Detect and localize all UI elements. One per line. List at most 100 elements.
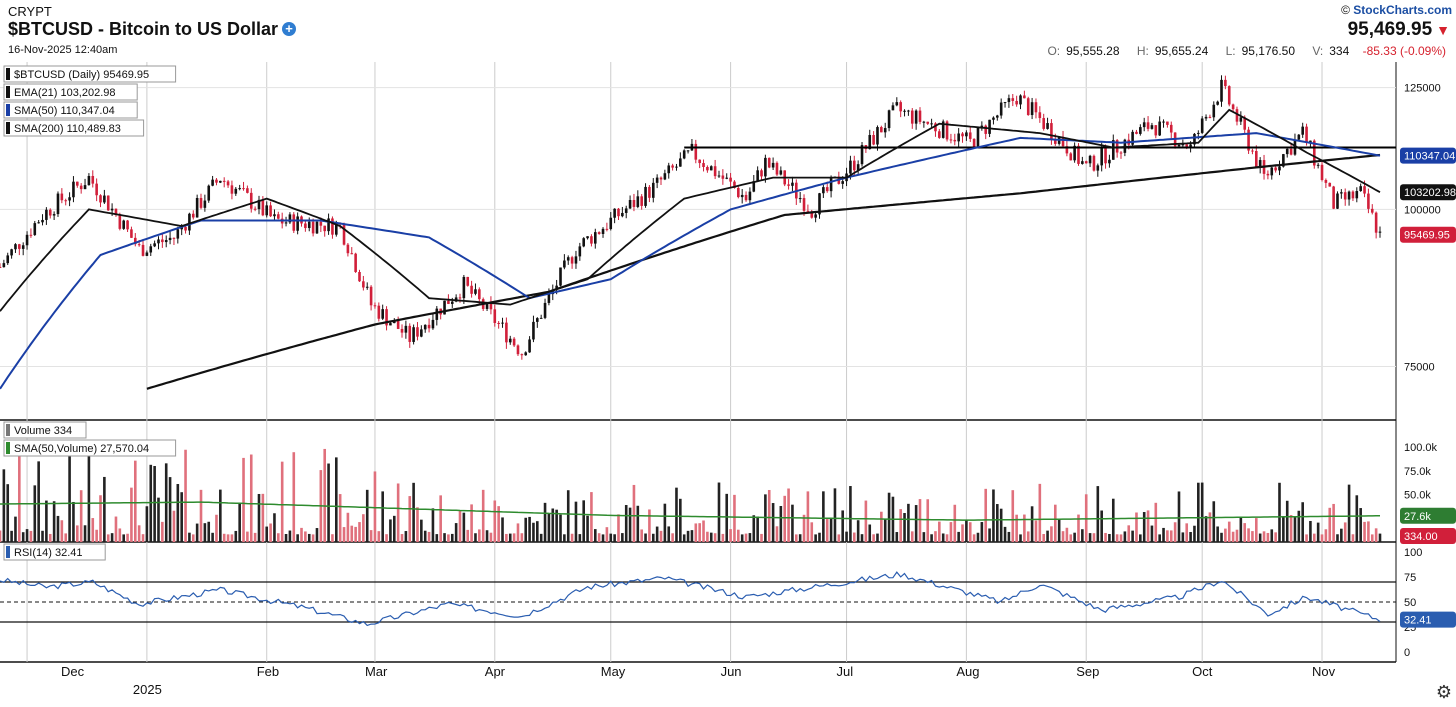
volume-bar	[621, 533, 624, 542]
candle-body	[447, 300, 450, 304]
legend-ema21-text: EMA(21) 103,202.98	[14, 87, 116, 99]
volume-bar	[396, 483, 400, 542]
volume-bar	[1011, 490, 1015, 542]
candle-body	[501, 322, 504, 324]
volume-bar	[130, 487, 133, 542]
brand-logo[interactable]: © StockCharts.com	[1341, 3, 1452, 17]
candle-body	[802, 198, 806, 211]
candle-body	[14, 244, 17, 250]
candle-body	[29, 234, 33, 236]
volume-bar	[1255, 518, 1258, 542]
volume-bar	[191, 534, 195, 542]
candle-body	[346, 244, 350, 254]
candle-body	[145, 252, 149, 256]
volume-bar	[1046, 530, 1049, 542]
volume-bar	[450, 533, 454, 542]
volume-bar	[106, 534, 110, 542]
volume-bar	[427, 531, 431, 542]
candle-body	[822, 187, 825, 194]
volume-bar	[733, 494, 736, 542]
candle-body	[1003, 102, 1007, 104]
candle-body	[891, 105, 895, 111]
volume-bar	[18, 453, 21, 542]
volume-bar	[1023, 514, 1026, 542]
candle-body	[667, 165, 671, 174]
rsi-axis-label: 50	[1404, 597, 1416, 609]
candle-body	[648, 186, 651, 198]
volume-bar	[358, 522, 361, 542]
volume-bar	[1100, 510, 1103, 542]
candle-body	[25, 234, 29, 246]
candle-body	[1026, 98, 1030, 116]
candle-body	[389, 323, 392, 326]
candle-body	[485, 302, 489, 309]
candle-body	[640, 196, 643, 206]
candle-body	[1289, 148, 1293, 155]
add-plus-icon[interactable]: +	[282, 22, 297, 36]
candle-body	[1011, 98, 1015, 101]
volume-bar	[342, 527, 346, 542]
volume-bar	[675, 487, 678, 542]
candle-body	[110, 208, 114, 211]
candle-body	[996, 115, 999, 118]
candle-body	[137, 244, 141, 246]
volume-bar	[118, 528, 122, 542]
volume-bar	[1216, 526, 1219, 542]
volume-bar	[787, 488, 790, 542]
volume-bar	[1363, 521, 1366, 542]
candle-body	[18, 244, 21, 249]
volume-bar	[37, 461, 40, 542]
price-axis-label: 100000	[1404, 204, 1441, 216]
gear-icon[interactable]: ⚙	[1435, 682, 1452, 702]
candle-body	[246, 188, 249, 193]
volume-bar	[868, 524, 872, 542]
volume-bar	[145, 506, 149, 542]
candle-body	[365, 286, 369, 288]
volume-bar	[767, 489, 771, 542]
volume-bar	[249, 454, 253, 542]
volume-bar	[651, 533, 655, 542]
candle-body	[1189, 144, 1192, 149]
volume-bar	[64, 533, 68, 542]
volume-bar	[841, 510, 844, 542]
volume-bar	[211, 532, 214, 542]
volume-bar	[331, 534, 334, 542]
candle-body	[1104, 147, 1107, 164]
volume-bar	[1108, 533, 1111, 542]
volume-bar	[261, 493, 265, 542]
volume-bar	[860, 534, 864, 542]
candle-body	[1142, 122, 1146, 128]
volume-bar	[547, 513, 551, 542]
volume-bar	[1123, 531, 1127, 542]
price-chart[interactable]: Dec 2025 Feb Mar Apr May Jun Jul Aug Sep Oct Nov 125…	[0, 62, 1456, 707]
candle-body	[1046, 123, 1049, 129]
volume-bar	[76, 525, 79, 542]
candle-body	[41, 219, 44, 223]
volume-bar	[1282, 516, 1285, 542]
chart-datetime: 16-Nov-2025 12:40am	[8, 44, 118, 56]
candle-body	[466, 276, 470, 286]
symbol-title: $BTCUSD - Bitcoin to US Dollar +	[8, 19, 297, 40]
candle-body	[72, 181, 75, 198]
volume-bar	[284, 534, 288, 542]
change-value: -85.33 (-0.09%)	[1362, 44, 1446, 58]
volume-bar	[431, 508, 435, 542]
candle-body	[717, 175, 721, 177]
volume-bar	[934, 531, 937, 542]
x-tick-label: 2025	[133, 682, 162, 697]
candle-body	[1255, 150, 1258, 167]
copyright-symbol: ©	[1341, 3, 1350, 17]
volume-bar	[207, 521, 211, 542]
volume-bar	[1158, 534, 1161, 542]
volume-bar	[729, 529, 732, 542]
candle-body	[663, 173, 667, 180]
volume-bar	[45, 500, 48, 542]
volume-bar	[2, 469, 6, 542]
volume-bar	[1139, 534, 1142, 542]
volume-bar	[1015, 514, 1018, 542]
candle-body	[926, 121, 930, 124]
candle-body	[910, 110, 914, 124]
candle-body	[945, 121, 949, 140]
volume-bar	[883, 519, 887, 542]
price-badge: 95469.95	[1400, 226, 1456, 243]
